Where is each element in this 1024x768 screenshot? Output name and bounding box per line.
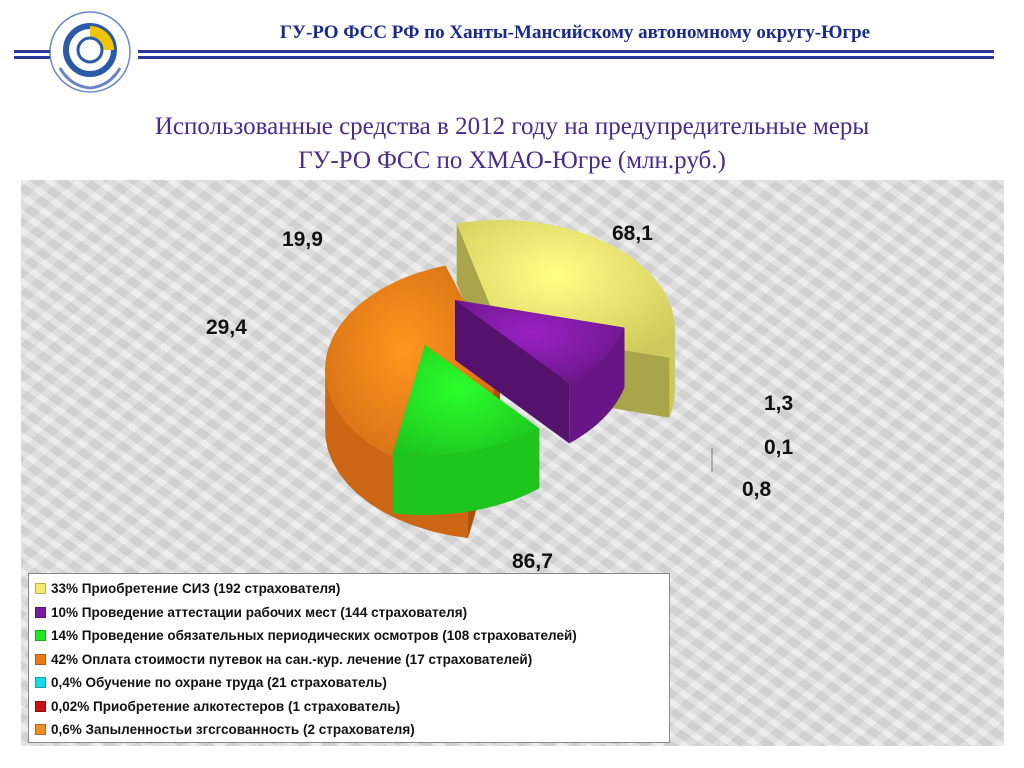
pie-value-label-6: 1,3 bbox=[764, 392, 793, 415]
slide-title-line-2: ГУ-РО ФСС по ХМАО-Югре (млн.руб.) bbox=[298, 147, 726, 174]
legend-item-6: 0,6% Запыленностьи згсгсованность (2 стр… bbox=[35, 718, 669, 742]
legend-swatch-6 bbox=[35, 724, 46, 736]
legend-swatch-1 bbox=[35, 606, 46, 618]
slide-title-line-1: Использованные средства в 2012 году на п… bbox=[154, 113, 870, 140]
header-rule-left bbox=[14, 50, 50, 53]
pie-value-label-1: 19,9 bbox=[282, 228, 323, 251]
legend-swatch-0 bbox=[35, 583, 46, 595]
legend-swatch-4 bbox=[35, 677, 46, 689]
legend-label-2: 14% Проведение обязательных периодически… bbox=[51, 628, 577, 644]
legend-swatch-3 bbox=[35, 653, 46, 665]
legend-label-3: 42% Оплата стоимости путевок на сан.-кур… bbox=[51, 651, 533, 667]
header-rule-right-2 bbox=[138, 56, 994, 59]
legend-item-1: 10% Проведение аттестации рабочих мест (… bbox=[35, 601, 669, 625]
header-rule-right bbox=[138, 50, 994, 53]
chart-legend: 33% Приобретение СИЗ (192 страхователя) 1… bbox=[28, 573, 670, 743]
legend-label-0: 33% Приобретение СИЗ (192 страхователя) bbox=[51, 581, 341, 597]
org-title: ГУ-РО ФСС РФ по Ханты-Мансийскому автоно… bbox=[279, 22, 871, 43]
pie-value-label-2: 29,4 bbox=[206, 316, 247, 339]
legend-item-3: 42% Оплата стоимости путевок на сан.-кур… bbox=[35, 648, 669, 672]
legend-label-4: 0,4% Обучение по охране труда (21 страхо… bbox=[51, 675, 387, 691]
header: ГУ-РО ФСС РФ по Ханты-Мансийскому автоно… bbox=[0, 0, 1024, 100]
legend-item-0: 33% Приобретение СИЗ (192 страхователя) bbox=[35, 577, 669, 601]
slide-title: Использованные средства в 2012 году на п… bbox=[20, 110, 1004, 178]
fss-logo-icon bbox=[49, 11, 131, 93]
legend-item-2: 14% Проведение обязательных периодически… bbox=[35, 624, 669, 648]
legend-label-5: 0,02% Приобретение алкотестеров (1 страх… bbox=[51, 698, 401, 714]
legend-item-5: 0,02% Приобретение алкотестеров (1 страх… bbox=[35, 695, 669, 719]
legend-swatch-2 bbox=[35, 630, 46, 642]
pie-value-label-0: 68,1 bbox=[612, 222, 653, 245]
pie-value-label-4: 0,8 bbox=[742, 478, 772, 501]
pie-slice-2 bbox=[392, 345, 540, 515]
legend-item-4: 0,4% Обучение по охране труда (21 страхо… bbox=[35, 671, 669, 695]
pie-slice-1 bbox=[455, 300, 625, 444]
pie-value-label-3: 86,7 bbox=[512, 550, 553, 573]
pie-value-label-5: 0,1 bbox=[764, 436, 794, 459]
legend-swatch-5 bbox=[35, 700, 46, 712]
legend-label-1: 10% Проведение аттестации рабочих мест (… bbox=[51, 604, 468, 620]
legend-label-6: 0,6% Запыленностьи згсгсованность (2 стр… bbox=[51, 722, 415, 738]
header-rule-left-2 bbox=[14, 56, 50, 59]
